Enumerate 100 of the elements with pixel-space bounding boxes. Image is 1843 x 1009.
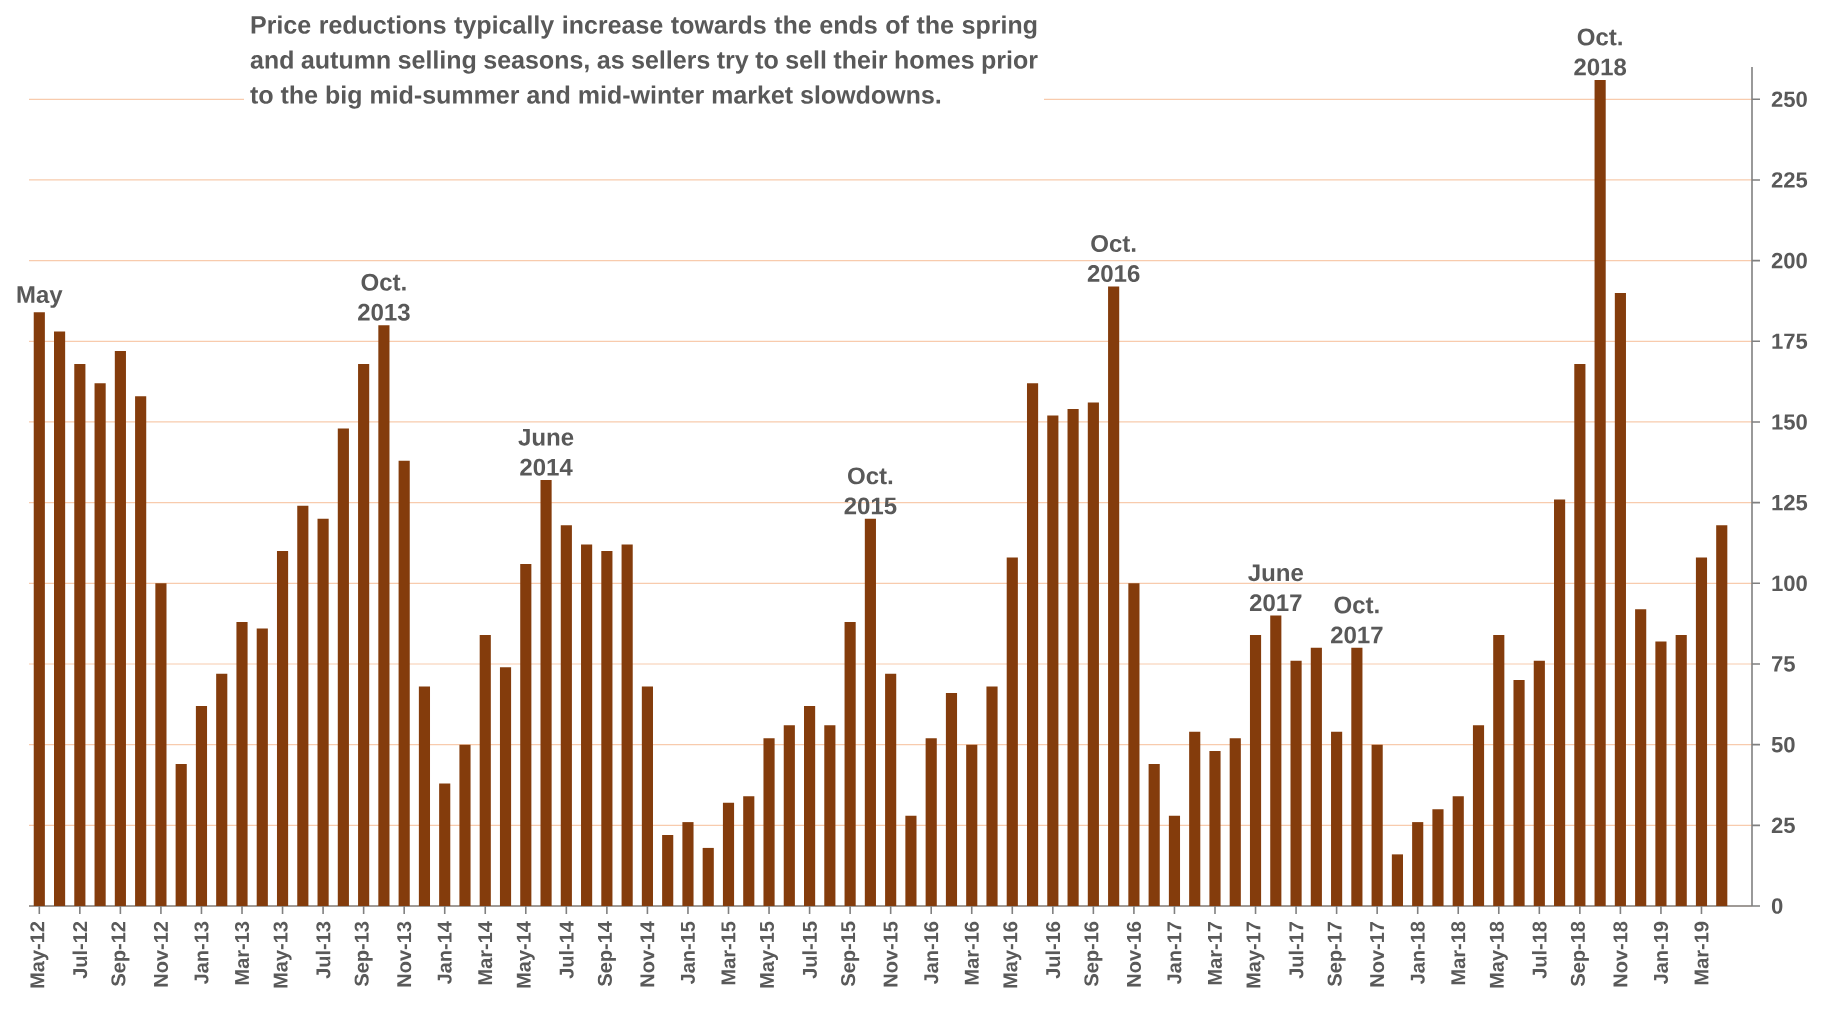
bar xyxy=(155,583,167,906)
bar xyxy=(1229,738,1241,906)
x-tick-label: May-18 xyxy=(1489,921,1508,988)
bar xyxy=(783,725,795,906)
y-tick-label: 125 xyxy=(1772,494,1808,511)
x-tick-label: May-15 xyxy=(760,921,778,988)
bar xyxy=(1472,725,1485,906)
x-tick-label: Sep-17 xyxy=(1327,921,1346,987)
bar xyxy=(1249,634,1262,906)
bar xyxy=(662,835,674,906)
bar xyxy=(864,518,876,906)
bar xyxy=(1006,557,1018,906)
x-tick-label: Sep-15 xyxy=(841,921,860,987)
bar xyxy=(1493,634,1505,906)
bar xyxy=(33,312,45,906)
bar xyxy=(1695,557,1708,906)
bar xyxy=(702,847,714,906)
x-tick-label: Mar-16 xyxy=(964,921,979,985)
bar xyxy=(763,738,775,906)
x-tick-label: Nov-15 xyxy=(883,921,898,987)
annotation: Oct. 2017 xyxy=(1331,596,1383,644)
bar xyxy=(1614,292,1626,906)
bar xyxy=(1189,731,1201,906)
annotation: Oct. 2018 xyxy=(1574,28,1627,76)
bar xyxy=(418,686,431,906)
bar xyxy=(1533,660,1545,906)
bar xyxy=(1371,744,1383,906)
y-tick-label: 150 xyxy=(1772,414,1807,430)
bar xyxy=(479,634,491,906)
bar xyxy=(1310,647,1322,906)
bar xyxy=(1290,660,1302,906)
bar xyxy=(824,725,836,906)
bar xyxy=(1554,499,1566,906)
x-tick-label: Sep-18 xyxy=(1570,921,1589,987)
x-tick-label: May-16 xyxy=(1003,921,1022,988)
bar xyxy=(1331,731,1343,906)
x-tick-label: Jan-15 xyxy=(680,921,695,985)
x-tick-label: Nov-18 xyxy=(1613,921,1628,987)
bar xyxy=(1067,409,1079,906)
y-tick-label: 100 xyxy=(1772,575,1807,592)
x-tick-label: Jan-13 xyxy=(194,921,209,985)
bar xyxy=(601,551,613,906)
y-tick-label: 25 xyxy=(1771,817,1795,834)
bar xyxy=(560,525,572,906)
y-tick-label: 0 xyxy=(1771,898,1783,914)
x-tick-label: May-14 xyxy=(516,921,535,988)
x-tick-label: Mar-15 xyxy=(721,921,736,985)
bar xyxy=(621,544,633,906)
annotation: May xyxy=(17,286,63,308)
x-tick-label: Jul-12 xyxy=(72,921,88,979)
bar xyxy=(1391,854,1403,906)
bar xyxy=(1412,822,1424,906)
bar xyxy=(1351,647,1363,906)
bar xyxy=(317,518,329,906)
bar xyxy=(844,622,856,906)
annotation: June 2014 xyxy=(518,428,574,476)
bar xyxy=(520,563,532,906)
x-tick-label: Nov-14 xyxy=(640,921,655,987)
bar xyxy=(175,764,187,906)
bar xyxy=(1655,641,1667,906)
bar xyxy=(135,396,147,906)
bar xyxy=(1128,583,1140,906)
bar xyxy=(885,673,897,906)
x-tick-label: Mar-18 xyxy=(1451,921,1466,985)
x-tick-label: Jul-17 xyxy=(1288,921,1304,979)
y-tick-label: 200 xyxy=(1771,252,1807,269)
bar xyxy=(1432,809,1444,906)
x-tick-label: May-12 xyxy=(30,921,49,988)
bar xyxy=(297,505,309,906)
bar xyxy=(682,822,694,906)
bar xyxy=(337,428,349,906)
bar xyxy=(804,705,816,906)
x-tick-label: Sep-14 xyxy=(597,921,616,987)
bar xyxy=(1026,383,1039,906)
x-tick-label: Jan-18 xyxy=(1410,921,1425,985)
bar xyxy=(540,480,552,906)
bar xyxy=(499,667,512,906)
annotation: Oct. 2015 xyxy=(844,467,897,515)
x-tick-label: Sep-13 xyxy=(354,921,373,987)
bar xyxy=(966,744,978,906)
bar xyxy=(216,673,228,906)
bar xyxy=(1574,363,1586,906)
bar xyxy=(1047,415,1059,906)
bar xyxy=(114,350,126,906)
bar xyxy=(1168,815,1181,906)
bar xyxy=(439,783,451,906)
x-tick-label: Jul-15 xyxy=(802,921,817,979)
bar xyxy=(195,705,208,906)
bar xyxy=(398,460,410,906)
bar xyxy=(1148,764,1160,906)
bar xyxy=(236,622,248,906)
x-tick-label: Nov-17 xyxy=(1370,921,1385,987)
x-tick-label: Mar-17 xyxy=(1208,921,1222,985)
chart-title: Price reductions typically increase towards the ends of the spring and autumn selling seasons, as sellers try to sell their homes prior to the big mid-summer and mid-winter market slowdowns. xyxy=(250,15,1038,109)
x-tick-label: Mar-13 xyxy=(234,921,250,985)
annotation: June 2017 xyxy=(1248,564,1303,612)
bar xyxy=(1270,615,1282,906)
x-tick-label: Jul-14 xyxy=(559,921,574,979)
bar xyxy=(1108,286,1120,906)
x-tick-label: Jan-17 xyxy=(1167,921,1182,985)
